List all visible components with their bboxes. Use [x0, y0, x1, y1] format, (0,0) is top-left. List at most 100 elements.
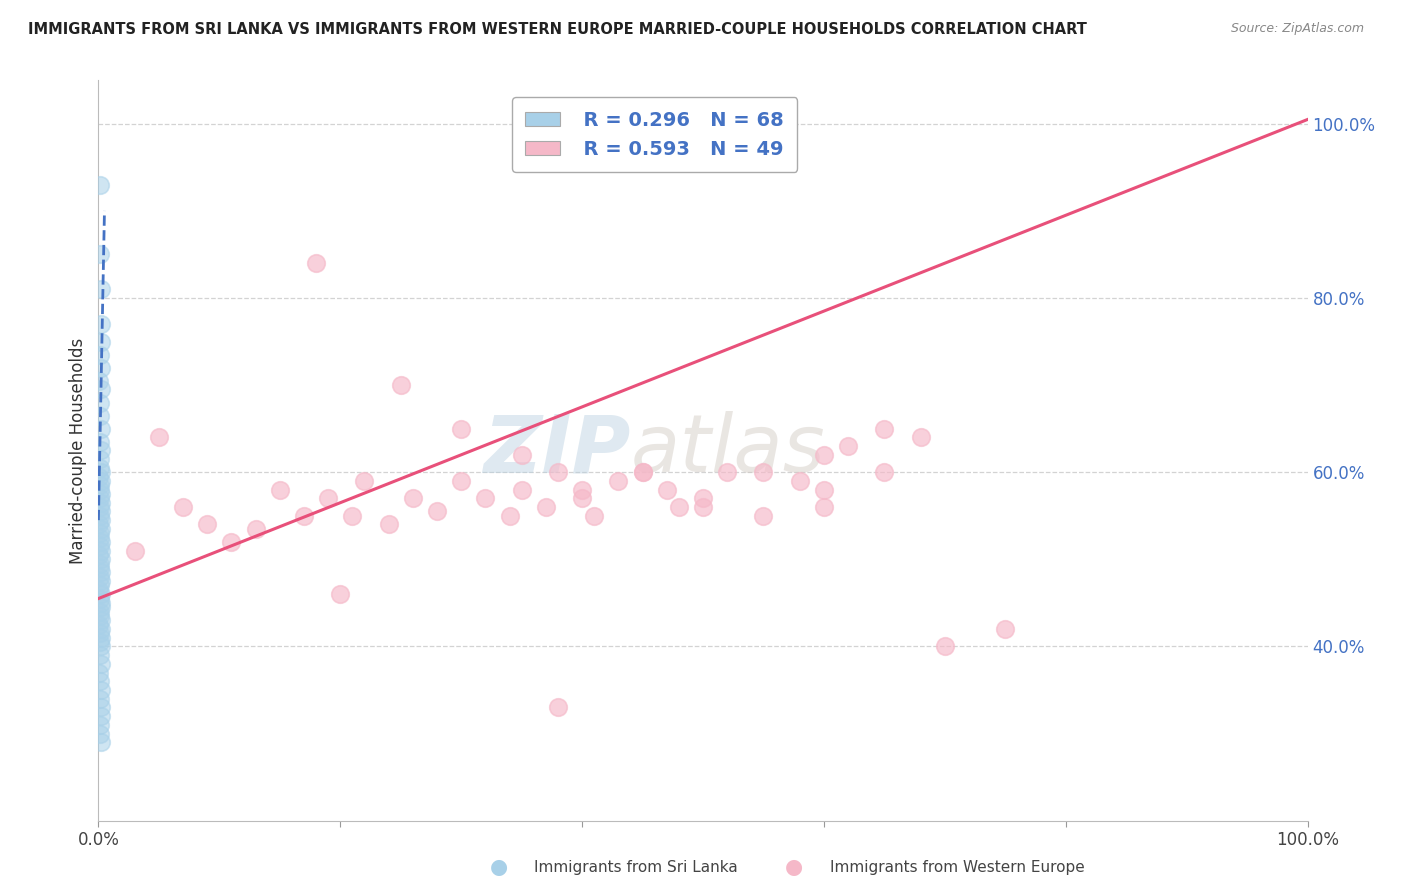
Point [172, 500, 194, 514]
Point [89, 478, 111, 492]
Point [631, 465, 654, 479]
Point [89, 526, 111, 541]
Point [655, 483, 678, 497]
Point [498, 508, 520, 523]
Point [450, 474, 472, 488]
Point [90, 522, 112, 536]
Text: ●: ● [786, 857, 803, 877]
Point [716, 465, 738, 479]
Point [89, 395, 111, 409]
Point [692, 500, 714, 514]
Point [668, 500, 690, 514]
Point [813, 500, 835, 514]
Point [89, 635, 111, 649]
Point [89, 578, 111, 592]
Point [89, 557, 111, 571]
Point [90, 535, 112, 549]
Point [607, 474, 630, 488]
Point [90, 474, 112, 488]
Point [89, 665, 111, 680]
Point [90, 683, 112, 698]
Point [89, 500, 111, 514]
Point [90, 640, 112, 654]
Point [90, 631, 112, 645]
Point [873, 465, 896, 479]
Point [450, 422, 472, 436]
Point [89, 491, 111, 506]
Text: ZIP: ZIP [484, 411, 630, 490]
Legend:   R = 0.296   N = 68,   R = 0.593   N = 49: R = 0.296 N = 68, R = 0.593 N = 49 [512, 97, 797, 172]
Point [89, 483, 111, 497]
Point [90, 700, 112, 714]
Point [90, 709, 112, 723]
Point [89, 726, 111, 740]
Point [89, 348, 111, 362]
Point [90, 574, 112, 588]
Point [89, 605, 111, 619]
Point [90, 282, 112, 296]
Point [510, 483, 533, 497]
Point [221, 535, 243, 549]
Point [389, 378, 412, 392]
Point [292, 508, 315, 523]
Point [813, 448, 835, 462]
Point [90, 360, 112, 375]
Point [534, 500, 557, 514]
Point [89, 570, 111, 584]
Point [789, 474, 811, 488]
Text: Source: ZipAtlas.com: Source: ZipAtlas.com [1230, 22, 1364, 36]
Point [583, 508, 606, 523]
Point [148, 430, 170, 444]
Point [269, 483, 291, 497]
Point [90, 422, 112, 436]
Point [353, 474, 375, 488]
Point [329, 587, 352, 601]
Point [89, 178, 111, 192]
Y-axis label: Married-couple Households: Married-couple Households [69, 337, 87, 564]
Point [90, 552, 112, 566]
Point [245, 522, 267, 536]
Point [837, 439, 859, 453]
Point [90, 487, 112, 501]
Point [89, 517, 111, 532]
Point [89, 508, 111, 523]
Point [89, 718, 111, 732]
Text: atlas: atlas [630, 411, 825, 490]
Point [90, 543, 112, 558]
Text: ●: ● [491, 857, 508, 877]
Point [426, 504, 449, 518]
Point [402, 491, 425, 506]
Point [90, 735, 112, 749]
Text: Immigrants from Western Europe: Immigrants from Western Europe [830, 860, 1084, 874]
Point [124, 543, 146, 558]
Point [934, 640, 956, 654]
Point [90, 496, 112, 510]
Point [89, 548, 111, 562]
Point [89, 582, 111, 597]
Point [89, 617, 111, 632]
Point [547, 465, 569, 479]
Point [873, 422, 896, 436]
Point [89, 591, 111, 606]
Point [89, 648, 111, 662]
Point [89, 539, 111, 553]
Point [90, 443, 112, 458]
Point [89, 626, 111, 640]
Point [547, 700, 569, 714]
Point [90, 317, 112, 331]
Point [631, 465, 654, 479]
Point [89, 531, 111, 545]
Point [90, 613, 112, 627]
Point [90, 566, 112, 580]
Point [474, 491, 496, 506]
Point [692, 491, 714, 506]
Point [571, 491, 593, 506]
Point [571, 483, 593, 497]
Point [994, 622, 1017, 636]
Point [90, 465, 112, 479]
Point [90, 657, 112, 671]
Point [305, 256, 328, 270]
Point [89, 469, 111, 483]
Point [90, 587, 112, 601]
Point [89, 461, 111, 475]
